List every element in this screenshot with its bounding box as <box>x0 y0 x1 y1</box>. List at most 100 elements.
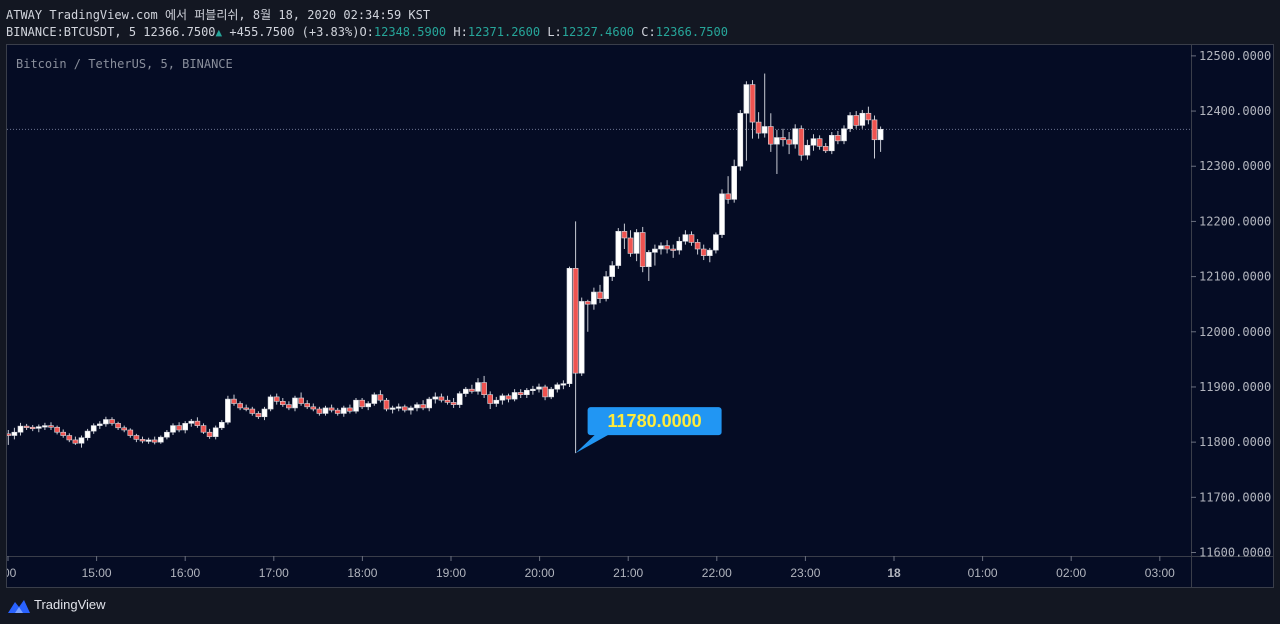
candle-down <box>767 126 774 145</box>
candle-down <box>688 234 695 243</box>
candle-down <box>572 268 579 374</box>
callout-box <box>587 407 722 436</box>
candle-up <box>603 276 609 299</box>
candle-down <box>853 115 860 126</box>
candle-up <box>560 383 567 386</box>
candle-up <box>652 248 658 253</box>
candle-up <box>90 425 97 432</box>
candle-down <box>694 242 701 250</box>
candle-up <box>17 425 24 433</box>
candle-up <box>145 439 152 442</box>
tradingview-brand[interactable]: TradingView <box>34 597 106 612</box>
x-tick-label: 18:00 <box>347 566 377 580</box>
candle-up <box>212 427 219 437</box>
candle-up <box>658 245 664 250</box>
candle-down <box>450 402 457 405</box>
candle-down <box>206 431 213 437</box>
candle-down <box>151 439 158 443</box>
candle-down <box>865 112 872 121</box>
symbol-label[interactable]: BINANCE:BTCUSDT, 5 <box>6 25 137 39</box>
candle-down <box>639 232 646 267</box>
chart-header: ATWAY TradingView.com 에서 퍼블리쉬, 8월 18, 20… <box>0 0 1280 44</box>
candle-down <box>798 128 805 156</box>
candle-down <box>139 439 146 442</box>
candle-up <box>389 407 396 410</box>
candle-down <box>54 426 60 433</box>
candle-down <box>786 139 792 145</box>
candle-down <box>584 301 591 305</box>
candle-up <box>523 389 530 395</box>
x-tick-label: 21:00 <box>613 566 643 580</box>
candle-down <box>255 413 262 418</box>
candle-down <box>249 408 256 414</box>
x-tick-label: 02:00 <box>1056 566 1086 580</box>
x-tick-label: 01:00 <box>968 566 998 580</box>
candle-down <box>835 135 841 142</box>
chart-title: Bitcoin / TetherUS, 5, BINANCE <box>16 57 233 71</box>
x-tick-label: 16:00 <box>170 566 200 580</box>
candle-up <box>731 165 738 200</box>
candle-down <box>481 382 487 395</box>
candle-down <box>621 231 628 239</box>
chart-frame[interactable]: Bitcoin / TetherUS, 5, BINANCE 11600.0000… <box>6 44 1274 588</box>
candlestick-chart[interactable]: Bitcoin / TetherUS, 5, BINANCE 11600.0000… <box>7 45 1273 587</box>
candle-down <box>822 146 829 152</box>
candle-up <box>499 395 506 401</box>
candle-up <box>414 404 420 409</box>
y-tick-label: 12500.0000 <box>1199 49 1271 63</box>
candle-up <box>322 407 329 414</box>
candle-up <box>713 234 719 251</box>
candle-down <box>23 425 30 428</box>
candle-up <box>353 399 359 412</box>
candle-up <box>847 115 853 130</box>
price-change: +455.7500 <box>229 25 295 39</box>
candle-down <box>627 237 634 254</box>
candle-down <box>542 386 548 398</box>
candle-down <box>310 406 317 410</box>
last-price: 12366.7500 <box>143 25 216 39</box>
candle-down <box>816 138 823 147</box>
candle-down <box>505 395 512 400</box>
tradingview-logo-icon[interactable] <box>7 598 31 614</box>
candle-up <box>566 268 573 384</box>
candle-up <box>219 421 225 429</box>
candle-up <box>645 252 652 267</box>
candle-up <box>493 399 500 404</box>
candle-down <box>469 388 475 392</box>
candle-down <box>66 435 73 441</box>
candle-up <box>164 431 170 438</box>
x-tick-label: 19:00 <box>436 566 466 580</box>
x-tick-label: 23:00 <box>790 566 820 580</box>
candle-down <box>121 427 127 431</box>
low-label: L: <box>547 25 562 39</box>
candle-up <box>103 419 109 425</box>
candle-up <box>188 420 195 424</box>
x-tick-label: 20:00 <box>525 566 555 580</box>
x-tick-label: 17:00 <box>259 566 289 580</box>
candle-up <box>158 436 164 443</box>
candle-up <box>554 384 561 390</box>
candle-down <box>401 406 408 411</box>
candle-up <box>792 128 799 145</box>
open-label: O: <box>359 25 374 39</box>
candle-down <box>29 426 36 430</box>
candle-up <box>676 240 683 251</box>
x-tick-label: 22:00 <box>702 566 732 580</box>
candle-down <box>304 403 311 408</box>
candle-down <box>444 399 451 403</box>
candle-down <box>237 403 243 409</box>
candle-down <box>664 245 670 250</box>
candle-down <box>133 435 140 440</box>
candle-up <box>182 423 188 431</box>
candle-up <box>743 84 750 114</box>
candle-up <box>536 386 542 390</box>
candle-up <box>530 388 536 391</box>
y-tick-label: 12400.0000 <box>1199 104 1271 118</box>
candle-up <box>11 431 18 436</box>
candle-down <box>420 404 426 409</box>
candle-up <box>292 397 298 409</box>
up-arrow-icon: ▲ <box>215 26 223 39</box>
candle-down <box>7 433 12 436</box>
candle-up <box>365 403 372 408</box>
candle-up <box>761 126 768 134</box>
